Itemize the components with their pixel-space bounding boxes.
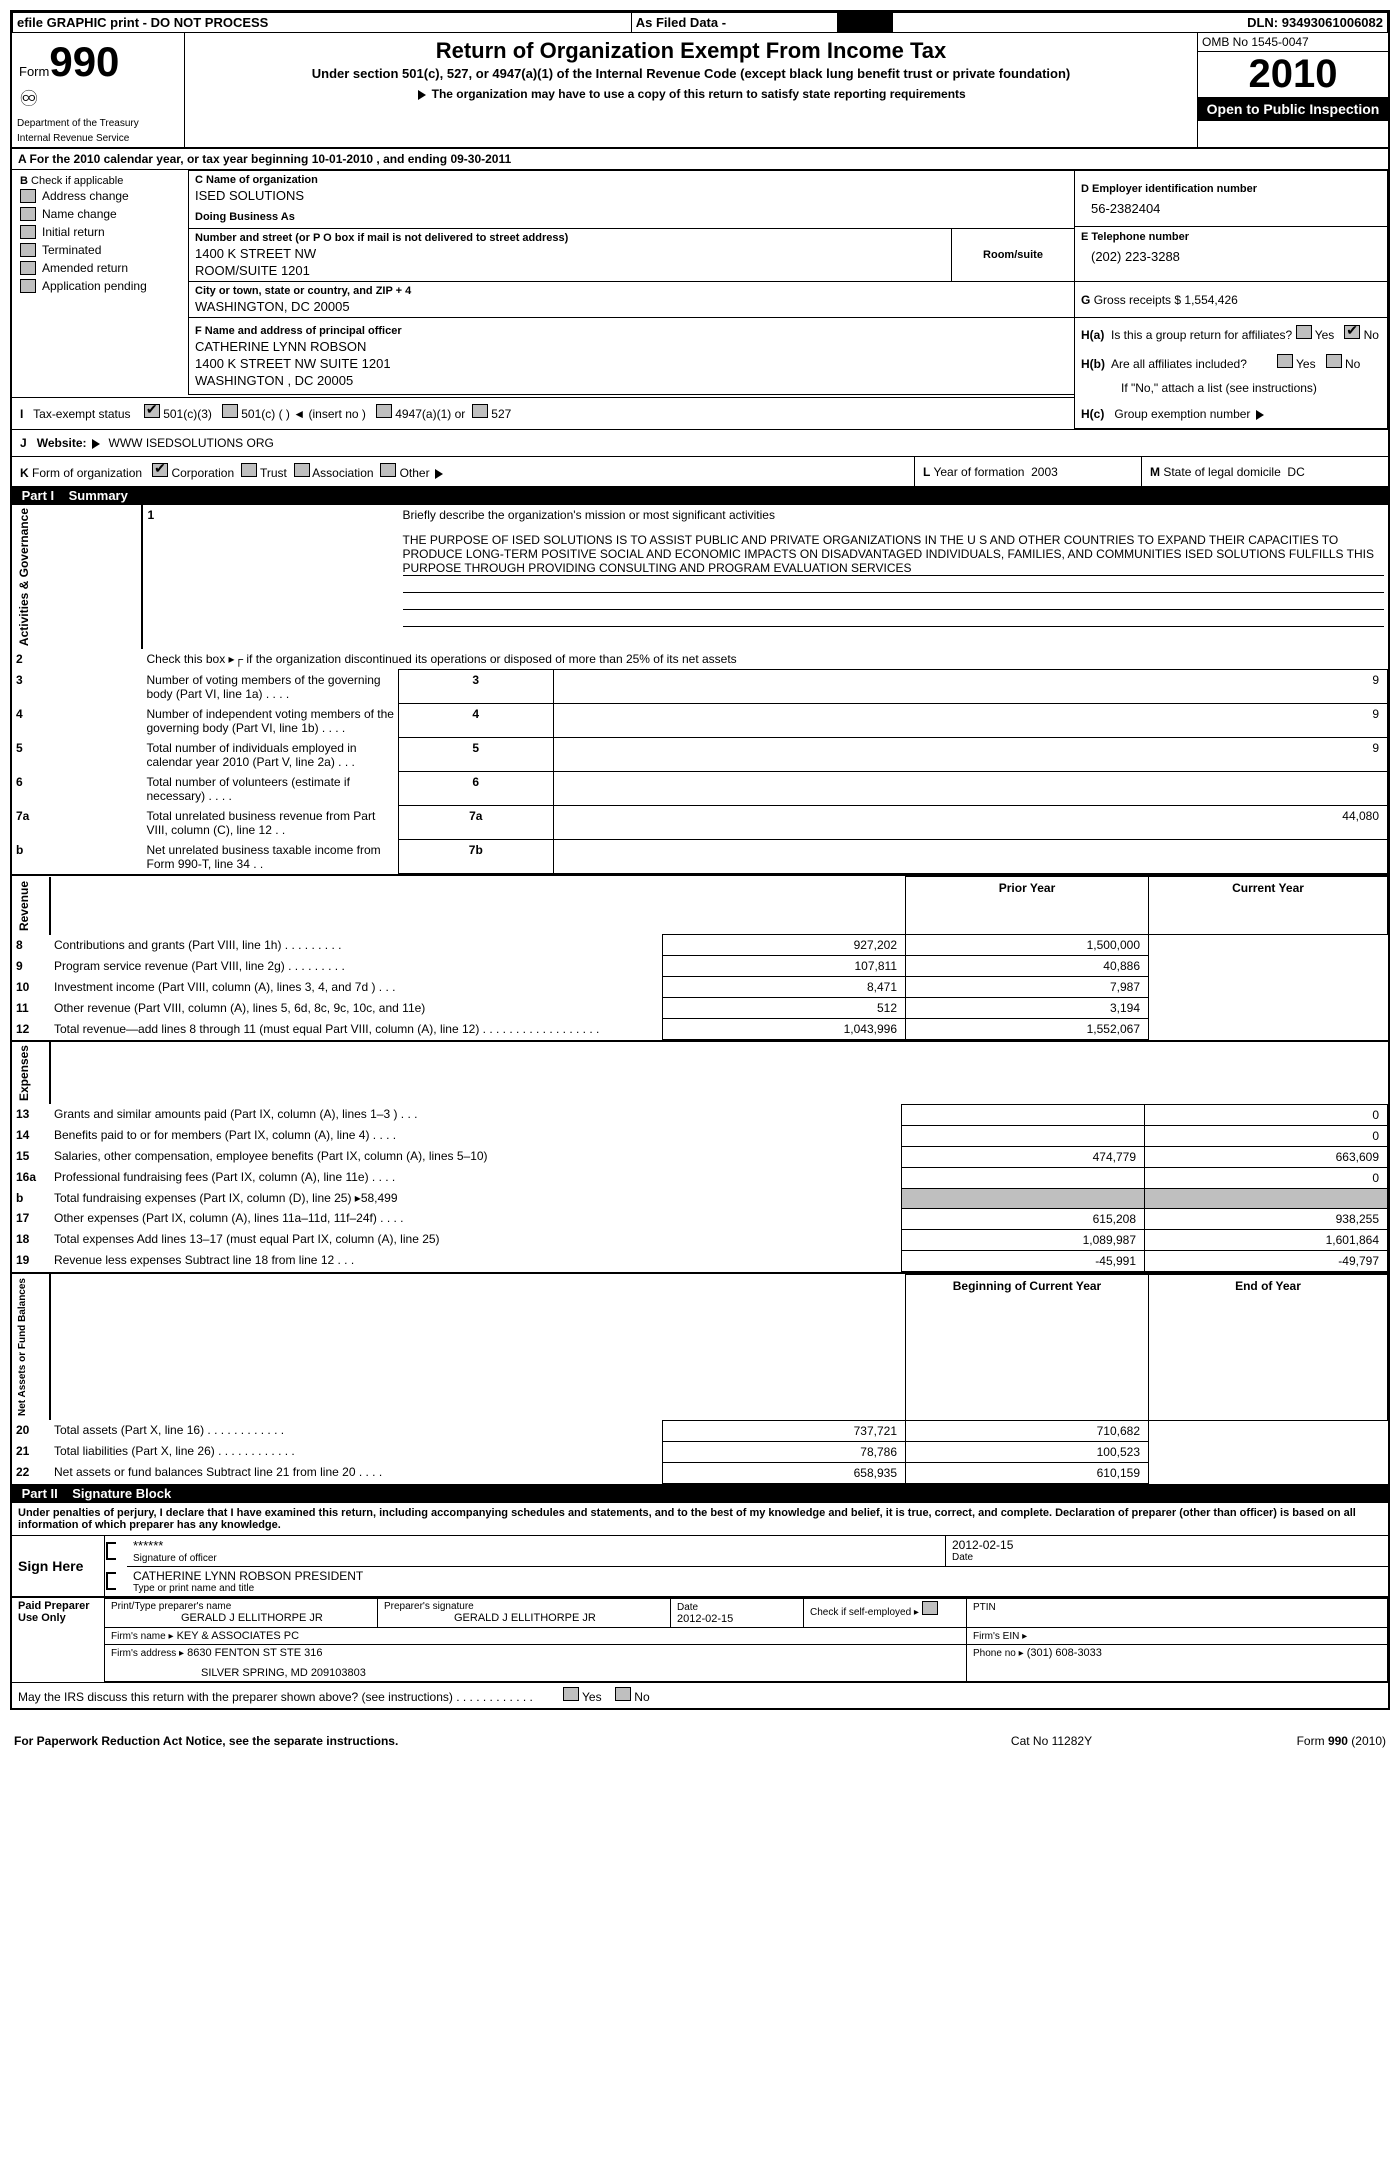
checkbox-application-pending[interactable]: Application pending [20, 277, 180, 295]
line-20: 20Total assets (Part X, line 16) . . . .… [12, 1420, 1388, 1441]
side-label-expenses: Expenses [12, 1042, 50, 1104]
city-cell: City or town, state or country, and ZIP … [189, 282, 1075, 318]
omb-no: OMB No 1545-0047 [1198, 33, 1388, 52]
sign-date: 2012-02-15 Date [946, 1536, 1389, 1567]
tax-year: 2010 [1229, 52, 1358, 96]
firm-phone: Phone no ▸ (301) 608-3033 [967, 1644, 1388, 1681]
line-8: 8Contributions and grants (Part VIII, li… [12, 935, 1388, 956]
preparer-date: Date2012-02-15 [671, 1598, 804, 1627]
side-label-revenue: Revenue [12, 877, 50, 935]
gross-receipts: G Gross receipts $ 1,554,426 [1075, 282, 1388, 318]
line-b: bTotal fundraising expenses (Part IX, co… [12, 1188, 1388, 1208]
side-label-netassets: Net Assets or Fund Balances [12, 1274, 50, 1420]
end-year-header: End of Year [1149, 1274, 1388, 1420]
checkbox-amended-return[interactable]: Amended return [20, 259, 180, 277]
checkbox-name-change[interactable]: Name change [20, 205, 180, 223]
summary-line-b: bNet unrelated business taxable income f… [12, 840, 1388, 874]
form-container: efile GRAPHIC print - DO NOT PROCESS As … [10, 10, 1390, 1710]
form-subtitle: Under section 501(c), 527, or 4947(a)(1)… [186, 64, 1196, 83]
line-11: 11Other revenue (Part VIII, column (A), … [12, 998, 1388, 1019]
dept-irs: Internal Revenue Service [13, 131, 183, 146]
form-label: Form990 ♾ [13, 34, 183, 116]
summary-line-4: 4Number of independent voting members of… [12, 704, 1388, 738]
summary-line-2: 2Check this box ▸┌ if the organization d… [12, 649, 1388, 670]
black-spacer [838, 13, 893, 33]
part-1-header: Part I Summary [11, 486, 1389, 505]
mission-label: Briefly describe the organization's miss… [399, 505, 1388, 528]
summary-line-7a: 7aTotal unrelated business revenue from … [12, 806, 1388, 840]
preparer-signature[interactable]: Preparer's signature GERALD J ELLITHORPE… [378, 1598, 671, 1627]
section-m: M State of legal domicile DC [1142, 457, 1389, 486]
street-cell: Number and street (or P O box if mail is… [189, 229, 952, 282]
firm-address: Firm's address ▸ 8630 FENTON ST STE 316 … [105, 1644, 967, 1681]
officer-signature[interactable]: ****** Signature of officer [127, 1536, 946, 1567]
line-9: 9Program service revenue (Part VIII, lin… [12, 956, 1388, 977]
line-10: 10Investment income (Part VIII, column (… [12, 977, 1388, 998]
checkbox-terminated[interactable]: Terminated [20, 241, 180, 259]
paid-preparer-label: Paid Preparer Use Only [12, 1598, 105, 1681]
line-18: 18Total expenses Add lines 13–17 (must e… [12, 1229, 1388, 1250]
line-22: 22Net assets or fund balances Subtract l… [12, 1462, 1388, 1483]
mission-text: THE PURPOSE OF ISED SOLUTIONS IS TO ASSI… [403, 533, 1384, 576]
section-j: J Website: WWW ISEDSOLUTIONS ORG [11, 430, 1389, 457]
org-name-cell: C Name of organization ISED SOLUTIONS Do… [189, 171, 1075, 229]
d-e-cell: D Employer identification number 56-2382… [1075, 171, 1388, 282]
line-14: 14Benefits paid to or for members (Part … [12, 1125, 1388, 1146]
summary-line-6: 6Total number of volunteers (estimate if… [12, 772, 1388, 806]
dept-treasury: Department of the Treasury [13, 116, 183, 131]
line-16a: 16aProfessional fundraising fees (Part I… [12, 1167, 1388, 1188]
checkbox-address-change[interactable]: Address change [20, 187, 180, 205]
line-15: 15Salaries, other compensation, employee… [12, 1146, 1388, 1167]
line-17: 17Other expenses (Part IX, column (A), l… [12, 1208, 1388, 1229]
sign-here-label: Sign Here [12, 1536, 105, 1596]
efile-notice: efile GRAPHIC print - DO NOT PROCESS [13, 13, 632, 33]
officer-name: CATHERINE LYNN ROBSON PRESIDENT Type or … [127, 1566, 1388, 1596]
form-title: Return of Organization Exempt From Incom… [186, 34, 1196, 64]
side-label-activities: Activities & Governance [12, 505, 142, 649]
dln: DLN: 93493061006082 [893, 13, 1388, 33]
summary-line-3: 3Number of voting members of the governi… [12, 670, 1388, 704]
firm-name: Firm's name ▸ KEY & ASSOCIATES PC [105, 1627, 967, 1644]
as-filed: As Filed Data - [631, 13, 837, 33]
section-b: B Check if applicable Address change Nam… [12, 171, 189, 395]
open-public: Open to Public Inspection [1198, 97, 1388, 121]
section-l: L Year of formation 2003 [915, 457, 1142, 486]
part-2-header: Part II Signature Block [11, 1484, 1389, 1503]
line-13: 13Grants and similar amounts paid (Part … [12, 1104, 1388, 1125]
perjury-statement: Under penalties of perjury, I declare th… [11, 1503, 1389, 1536]
page-footer: For Paperwork Reduction Act Notice, see … [10, 1728, 1390, 1754]
prior-year-header: Prior Year [906, 877, 1149, 935]
checkbox-initial-return[interactable]: Initial return [20, 223, 180, 241]
line-12: 12Total revenue—add lines 8 through 11 (… [12, 1019, 1388, 1040]
section-i: I Tax-exempt status 501(c)(3) 501(c) ( )… [12, 397, 1074, 427]
line-21: 21Total liabilities (Part X, line 26) . … [12, 1441, 1388, 1462]
ptin: PTIN [967, 1598, 1388, 1627]
line-19: 19Revenue less expenses Subtract line 18… [12, 1250, 1388, 1271]
section-h: H(a) Is this a group return for affiliat… [1075, 318, 1388, 429]
summary-line-5: 5Total number of individuals employed in… [12, 738, 1388, 772]
begin-year-header: Beginning of Current Year [906, 1274, 1149, 1420]
preparer-name: Print/Type preparer's name GERALD J ELLI… [105, 1598, 378, 1627]
top-bar: efile GRAPHIC print - DO NOT PROCESS As … [12, 12, 1388, 33]
room-suite: Room/suite [952, 229, 1075, 282]
section-k: K Form of organization Corporation Trust… [12, 457, 915, 486]
firm-ein: Firm's EIN ▸ [967, 1627, 1388, 1644]
form-note: The organization may have to use a copy … [186, 83, 1196, 105]
discuss-row[interactable]: May the IRS discuss this return with the… [11, 1682, 1389, 1709]
recycle-icon: ♾ [19, 86, 177, 112]
current-year-header: Current Year [1149, 877, 1388, 935]
section-a: A For the 2010 calendar year, or tax yea… [11, 148, 1389, 170]
self-employed[interactable]: Check if self-employed ▸ [804, 1598, 967, 1627]
section-f: F Name and address of principal officer … [189, 318, 1075, 395]
